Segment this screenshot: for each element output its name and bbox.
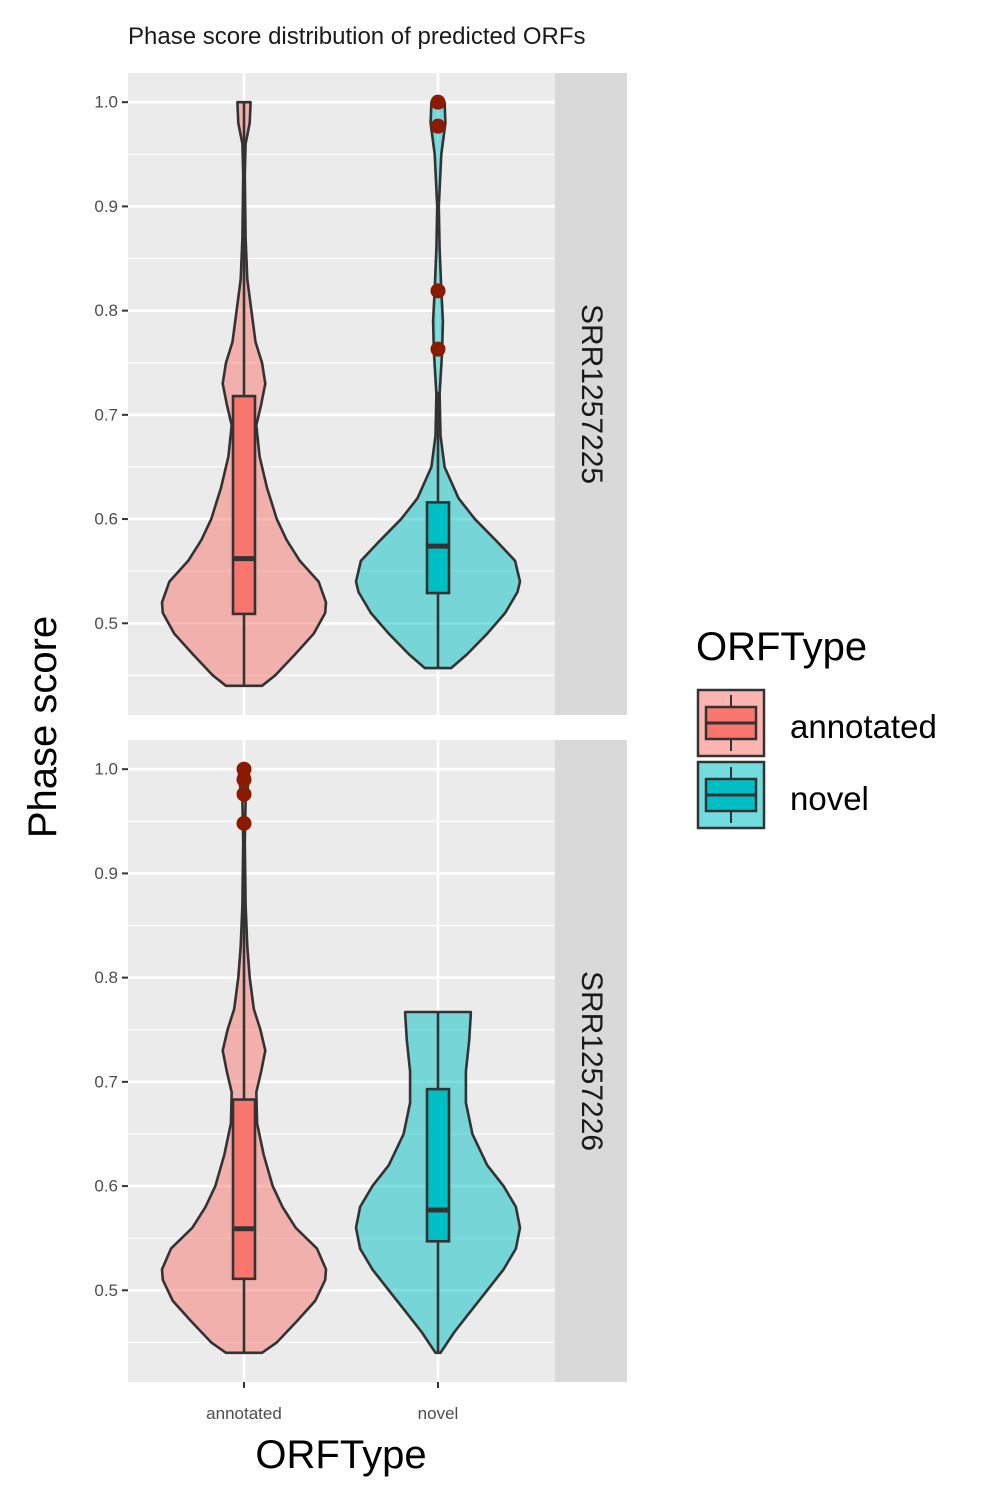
y-tick-label: 0.6: [94, 1177, 118, 1196]
outlier-point: [236, 815, 252, 831]
facet-panel-1: 0.5 0.6 0.7 0.8 0.9 1.0 SRR1257225: [94, 73, 627, 715]
y-tick-label: 0.9: [94, 864, 118, 883]
outlier-point: [236, 772, 252, 788]
violins: [160, 94, 522, 688]
violins: [160, 761, 522, 1355]
y-tick-label: 0.8: [94, 301, 118, 320]
y-axis-title: Phase score: [21, 616, 65, 838]
y-tick-label: 1.0: [94, 93, 118, 112]
legend-key-annotated: [696, 688, 766, 758]
legend-label-novel: novel: [790, 780, 869, 817]
x-axis: annotated novel ORFType: [206, 1382, 458, 1477]
y-tick-label: 0.7: [94, 405, 118, 424]
outlier-point: [430, 118, 446, 134]
facet-strip-label: SRR1257226: [575, 971, 608, 1151]
facet-strip-label: SRR1257225: [575, 304, 608, 484]
y-tick-label: 0.8: [94, 968, 118, 987]
facet-panel-2: 0.5 0.6 0.7 0.8 0.9 1.0 SRR1257226: [94, 740, 627, 1382]
outlier-point: [430, 283, 446, 299]
y-tick-label: 0.9: [94, 197, 118, 216]
legend-label-annotated: annotated: [790, 708, 937, 745]
x-axis-title: ORFType: [255, 1433, 426, 1477]
outlier-point: [236, 786, 252, 802]
outlier-point: [430, 94, 446, 110]
facet-strip-background: [555, 740, 627, 1382]
facet-strip-background: [555, 73, 627, 715]
y-tick-label: 0.7: [94, 1072, 118, 1091]
chart-title: Phase score distribution of predicted OR…: [128, 23, 586, 50]
y-tick-label: 0.6: [94, 510, 118, 529]
box-annotated: [231, 1098, 257, 1281]
x-tick-label: annotated: [206, 1404, 282, 1423]
y-tick-label: 0.5: [94, 614, 118, 633]
y-axis: 0.5 0.6 0.7 0.8 0.9 1.0: [94, 93, 128, 633]
y-axis: 0.5 0.6 0.7 0.8 0.9 1.0: [94, 760, 128, 1300]
box-novel: [425, 1087, 451, 1243]
outlier-point: [236, 761, 252, 777]
legend-key-novel: [696, 760, 766, 830]
minor-gridlines: [128, 153, 555, 676]
x-tick-label: novel: [418, 1404, 459, 1423]
legend-title: ORFType: [696, 625, 867, 669]
y-tick-label: 0.5: [94, 1281, 118, 1300]
box-annotated: [231, 394, 257, 616]
outlier-point: [430, 341, 446, 357]
legend: ORFType annotated novel: [696, 625, 937, 830]
y-tick-label: 1.0: [94, 760, 118, 779]
minor-gridlines: [128, 820, 555, 1343]
